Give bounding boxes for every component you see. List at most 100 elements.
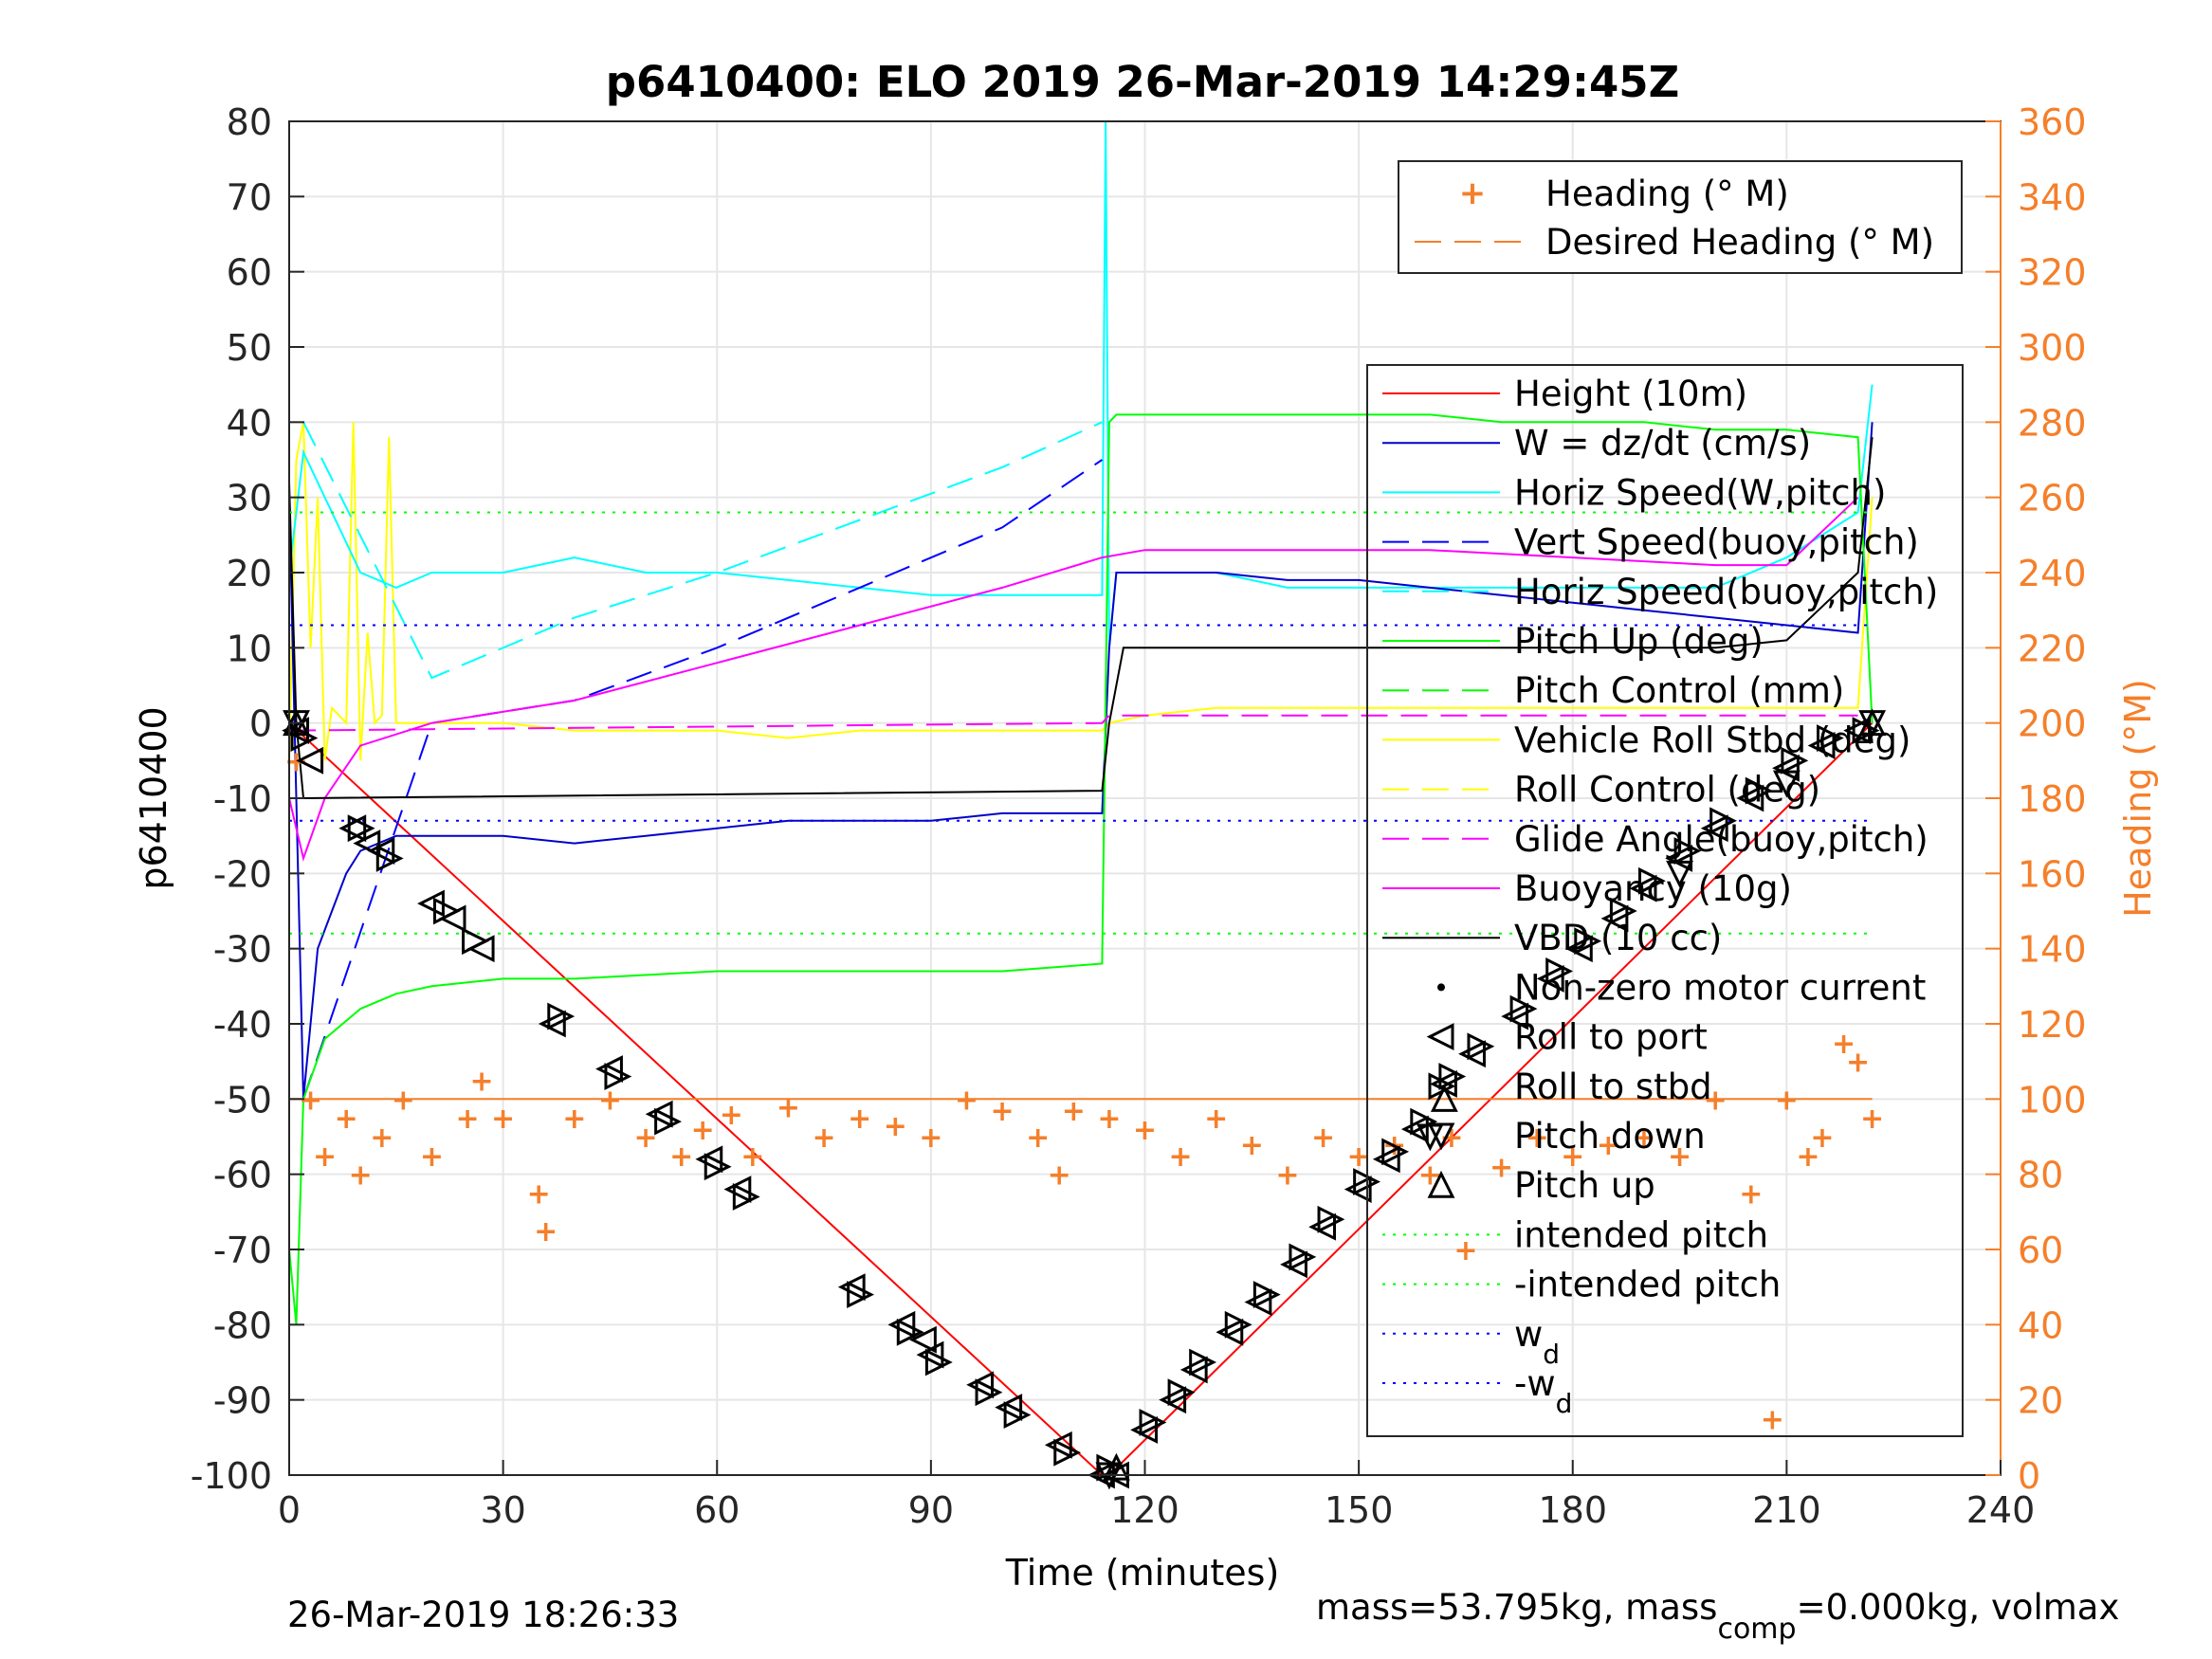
legend-subscript: d xyxy=(1543,1339,1560,1370)
legend-label: -wd xyxy=(1514,1363,1572,1419)
legend-label: intended pitch xyxy=(1514,1214,1768,1255)
y-tick-label-right: 0 xyxy=(2018,1455,2040,1497)
roll-to-stbd-marker xyxy=(1353,1168,1380,1196)
roll-to-port-marker xyxy=(1159,1386,1187,1414)
roll-to-port-marker xyxy=(1308,1212,1337,1241)
roll-to-stbd-marker xyxy=(732,1183,760,1211)
pitch-up-marker xyxy=(1102,1452,1130,1481)
heading-point: + xyxy=(991,1095,1015,1128)
roll-to-port-marker xyxy=(1244,1288,1272,1316)
roll-to-port-marker xyxy=(1564,935,1593,963)
horiz-speed-buoy-pitch-line xyxy=(302,421,1103,680)
buoyancy-10g-line xyxy=(288,496,1859,863)
roll-to-port-marker xyxy=(1536,964,1564,993)
heading-point: + xyxy=(777,1091,800,1124)
legend-label: Glide Angle(buoy,pitch) xyxy=(1514,819,1929,860)
roll-to-stbd-marker xyxy=(1467,1032,1495,1061)
y-tick-label-left: 50 xyxy=(227,327,272,369)
legend-heading-entry: Heading (° M) xyxy=(1545,173,1789,214)
roll-to-stbd-marker xyxy=(896,1318,924,1346)
legend-swatch xyxy=(1437,983,1445,992)
left-axis-ticks: 80 70 60 50 40 30 20 10 0 -10 -20 -30 -40 -50 -60 -70 -8… xyxy=(191,101,304,1497)
roll-to-port-marker xyxy=(1130,1415,1158,1444)
y-tick-label-right: 360 xyxy=(2018,101,2087,143)
roll-to-stbd-marker xyxy=(1509,994,1538,1023)
heading-point: + xyxy=(491,1103,515,1136)
roll-to-port-marker xyxy=(837,1273,866,1302)
roll-to-stbd-marker xyxy=(1545,957,1574,985)
legend-label: Pitch Up (deg) xyxy=(1514,621,1764,662)
x-tick-label: 120 xyxy=(1110,1489,1179,1531)
x-tick-label: 90 xyxy=(908,1489,954,1531)
heading-point: + xyxy=(1632,1121,1655,1155)
footer-mass-sub: comp xyxy=(1717,1613,1796,1646)
roll-to-port-marker xyxy=(1600,904,1629,933)
y-axis-label-left: p6410400 xyxy=(133,706,174,889)
heading-point: + xyxy=(1311,1121,1335,1155)
footer-timestamp: 26-Mar-2019 18:26:33 xyxy=(287,1595,679,1635)
legend-label: Roll Control (deg) xyxy=(1514,770,1820,811)
legend-heading-box xyxy=(1398,160,1963,274)
y-tick-label-right: 320 xyxy=(2018,252,2087,294)
legend-label: Pitch down xyxy=(1514,1116,1706,1157)
heading-point: + xyxy=(1860,1103,1884,1136)
y-axis-label-right: Heading (°M) xyxy=(2117,679,2159,918)
heading-point: + xyxy=(1761,1404,1784,1437)
legend-heading: + Heading (° M) Desired Heading (° M) xyxy=(1398,160,1963,274)
roll-to-stbd-marker xyxy=(1252,1281,1281,1309)
roll-to-port-marker xyxy=(916,1340,944,1369)
y-tick-label-left: 30 xyxy=(227,478,272,520)
heading-point: + xyxy=(1739,1178,1763,1212)
legend-label: Pitch Control (mm) xyxy=(1514,670,1844,711)
heading-point: + xyxy=(455,1103,479,1136)
glide-angle-buoy-pitch-line xyxy=(288,714,1858,732)
roll-to-stbd-marker xyxy=(1224,1310,1252,1339)
x-tick-label: 210 xyxy=(1752,1489,1821,1531)
roll-to-port-marker xyxy=(1501,1002,1529,1030)
roll-to-stbd-marker xyxy=(1745,776,1773,805)
y-tick-label-left: 10 xyxy=(227,628,272,669)
legend-label: Horiz Speed(buoy,pitch) xyxy=(1514,572,1938,612)
heading-point: + xyxy=(812,1121,835,1155)
heading-point: + xyxy=(1418,1159,1442,1193)
heading-point: + xyxy=(313,1140,337,1174)
y-tick-label-left: 80 xyxy=(227,101,272,143)
legend-label: Horiz Speed(W,pitch) xyxy=(1514,472,1886,513)
heading-point: + xyxy=(691,1114,715,1147)
heading-point: + xyxy=(1026,1121,1050,1155)
roll-to-port-marker xyxy=(1280,1250,1307,1279)
heading-point: + xyxy=(527,1178,551,1212)
roll-to-port-marker xyxy=(887,1310,916,1339)
y-tick-label-right: 340 xyxy=(2018,176,2087,218)
pitch-up-deg-line xyxy=(288,413,1874,1325)
roll-to-port-marker xyxy=(695,1145,723,1174)
y-tick-label-right: 60 xyxy=(2018,1230,2063,1271)
heading-point: + xyxy=(598,1084,622,1117)
roll-to-port-marker xyxy=(1179,1356,1208,1384)
y-tick-label-left: 20 xyxy=(227,553,272,594)
y-tick-label-left: 0 xyxy=(249,703,272,745)
legend-label: -intended pitch xyxy=(1514,1265,1781,1305)
roll-to-stbd-marker xyxy=(547,1002,576,1030)
roll-to-stbd-marker xyxy=(1609,897,1637,925)
y-tick-label-left: -30 xyxy=(213,929,272,971)
heading-point: + xyxy=(1561,1140,1584,1174)
roll-to-port-marker xyxy=(1430,1070,1457,1098)
roll-to-port-marker xyxy=(338,814,367,843)
roll-to-stbd-marker xyxy=(924,1348,953,1376)
heading-point: + xyxy=(633,1121,657,1155)
y-tick-label-left: 40 xyxy=(227,402,272,444)
roll-to-stbd-marker xyxy=(1381,1138,1410,1166)
heading-point: + xyxy=(1832,1028,1856,1061)
roll-to-port-marker xyxy=(1216,1318,1244,1346)
roll-to-stbd-marker xyxy=(1003,1401,1032,1429)
legend-label: Height (10m) xyxy=(1514,374,1747,414)
x-tick-label: 60 xyxy=(694,1489,740,1531)
roll-to-port-marker xyxy=(1372,1145,1400,1174)
legend-label: wd xyxy=(1514,1314,1560,1370)
heading-point: + xyxy=(1240,1129,1264,1162)
heading-point: + xyxy=(562,1103,586,1136)
heading-point: + xyxy=(1810,1121,1834,1155)
roll-to-stbd-marker xyxy=(604,1063,632,1090)
